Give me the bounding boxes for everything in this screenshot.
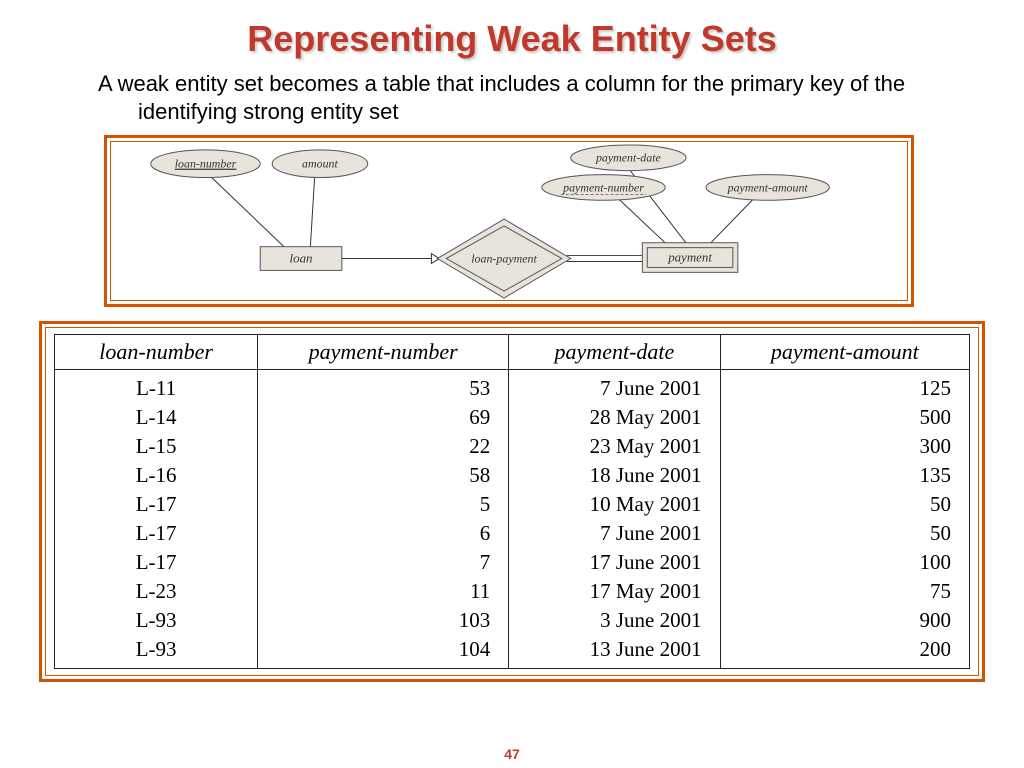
table-cell: 22 bbox=[258, 432, 509, 461]
table-cell: 23 May 2001 bbox=[509, 432, 720, 461]
table-cell: 17 June 2001 bbox=[509, 548, 720, 577]
table-cell: 104 bbox=[258, 635, 509, 669]
table-cell: 18 June 2001 bbox=[509, 461, 720, 490]
table-cell: 200 bbox=[720, 635, 969, 669]
table-cell: 135 bbox=[720, 461, 969, 490]
table-row: L-931033 June 2001900 bbox=[55, 606, 970, 635]
table-cell: L-16 bbox=[55, 461, 258, 490]
table-cell: L-17 bbox=[55, 519, 258, 548]
payment-table: loan-number payment-number payment-date … bbox=[54, 334, 970, 669]
page-number: 47 bbox=[0, 746, 1024, 762]
table-cell: L-93 bbox=[55, 635, 258, 669]
table-cell: 100 bbox=[720, 548, 969, 577]
col-header: payment-amount bbox=[720, 335, 969, 370]
table-cell: 50 bbox=[720, 519, 969, 548]
attr-loan-number-label: loan-number bbox=[175, 157, 237, 171]
attr-payment-amount-label: payment-amount bbox=[727, 180, 809, 194]
table-cell: 58 bbox=[258, 461, 509, 490]
table-row: L-1767 June 200150 bbox=[55, 519, 970, 548]
table-cell: L-93 bbox=[55, 606, 258, 635]
entity-loan-label: loan bbox=[290, 252, 313, 266]
table-cell: 7 June 2001 bbox=[509, 370, 720, 404]
col-header: payment-number bbox=[258, 335, 509, 370]
table-cell: L-14 bbox=[55, 403, 258, 432]
table-cell: 6 bbox=[258, 519, 509, 548]
table-cell: 7 June 2001 bbox=[509, 519, 720, 548]
table-cell: 125 bbox=[720, 370, 969, 404]
col-header: loan-number bbox=[55, 335, 258, 370]
table-cell: 69 bbox=[258, 403, 509, 432]
table-cell: 17 May 2001 bbox=[509, 577, 720, 606]
table-row: L-231117 May 200175 bbox=[55, 577, 970, 606]
table-cell: 11 bbox=[258, 577, 509, 606]
attr-amount-label: amount bbox=[302, 157, 338, 171]
table-cell: 300 bbox=[720, 432, 969, 461]
data-table-frame: loan-number payment-number payment-date … bbox=[39, 321, 985, 682]
page-title: Representing Weak Entity Sets bbox=[0, 0, 1024, 60]
table-cell: 3 June 2001 bbox=[509, 606, 720, 635]
table-row: L-165818 June 2001135 bbox=[55, 461, 970, 490]
table-cell: 500 bbox=[720, 403, 969, 432]
attr-payment-date-label: payment-date bbox=[595, 151, 661, 165]
entity-payment-label: payment bbox=[667, 251, 712, 265]
table-row: L-17717 June 2001100 bbox=[55, 548, 970, 577]
table-row: L-146928 May 2001500 bbox=[55, 403, 970, 432]
table-cell: L-17 bbox=[55, 490, 258, 519]
table-cell: L-11 bbox=[55, 370, 258, 404]
col-header: payment-date bbox=[509, 335, 720, 370]
table-cell: 13 June 2001 bbox=[509, 635, 720, 669]
table-header-row: loan-number payment-number payment-date … bbox=[55, 335, 970, 370]
table-cell: 900 bbox=[720, 606, 969, 635]
table-cell: 7 bbox=[258, 548, 509, 577]
table-cell: L-17 bbox=[55, 548, 258, 577]
body-paragraph: A weak entity set becomes a table that i… bbox=[0, 60, 1024, 133]
table-cell: L-23 bbox=[55, 577, 258, 606]
table-cell: 10 May 2001 bbox=[509, 490, 720, 519]
table-cell: L-15 bbox=[55, 432, 258, 461]
table-row: L-17510 May 200150 bbox=[55, 490, 970, 519]
attr-payment-number-label: payment-number bbox=[562, 180, 644, 194]
table-cell: 75 bbox=[720, 577, 969, 606]
table-cell: 53 bbox=[258, 370, 509, 404]
er-diagram: loan-number amount payment-date payment-… bbox=[110, 141, 908, 301]
table-row: L-11537 June 2001125 bbox=[55, 370, 970, 404]
table-cell: 5 bbox=[258, 490, 509, 519]
relationship-label: loan-payment bbox=[471, 252, 537, 266]
table-row: L-9310413 June 2001200 bbox=[55, 635, 970, 669]
table-cell: 50 bbox=[720, 490, 969, 519]
table-row: L-152223 May 2001300 bbox=[55, 432, 970, 461]
table-cell: 28 May 2001 bbox=[509, 403, 720, 432]
table-cell: 103 bbox=[258, 606, 509, 635]
er-diagram-frame: loan-number amount payment-date payment-… bbox=[104, 135, 914, 307]
